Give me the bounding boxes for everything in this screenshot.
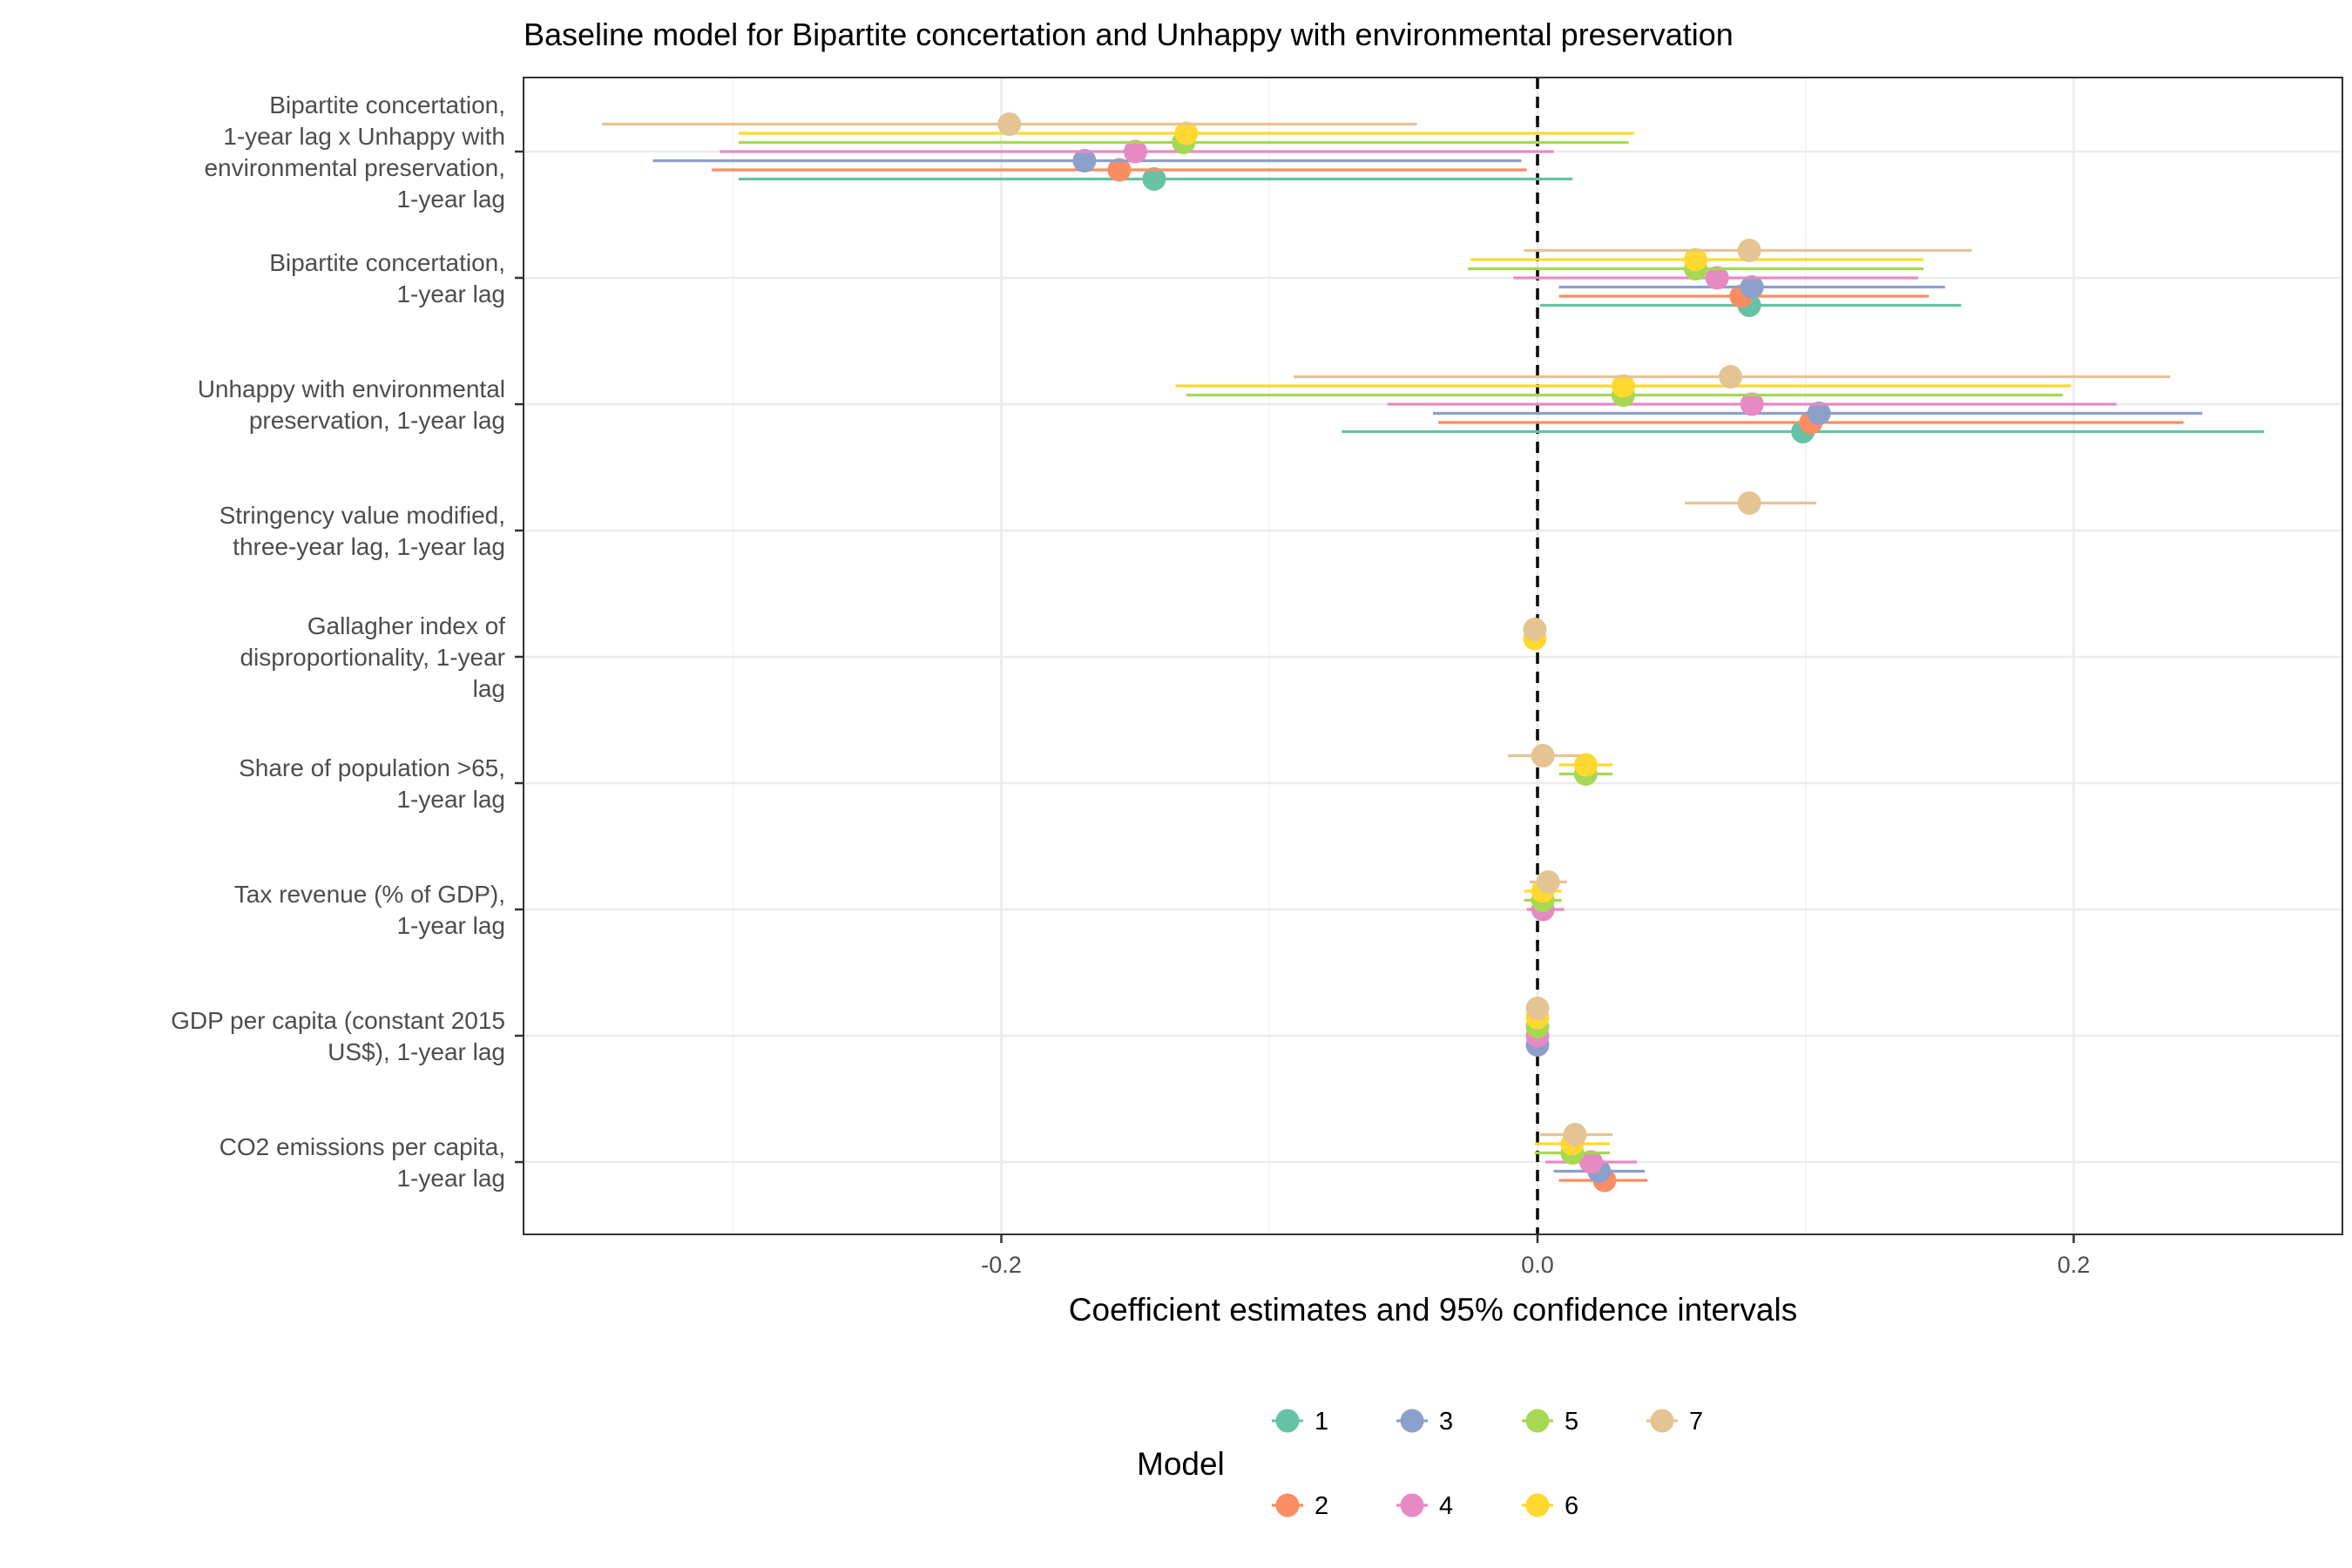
y-axis-label-8: GDP per capita (constant 2015 US$), 1-yea… [171, 1007, 505, 1065]
legend-key-point-1 [1275, 1409, 1300, 1433]
point-term1-model7 [997, 112, 1022, 136]
y-axis-label-1: Bipartite concertation, 1-year lag x Unha… [204, 91, 505, 213]
legend-label-3: 3 [1439, 1408, 1453, 1436]
point-term1-model4 [1123, 139, 1147, 164]
point-term2-model6 [1684, 247, 1708, 272]
legend-key-point-5 [1525, 1409, 1550, 1433]
point-term5-model7 [1523, 618, 1547, 641]
point-term3-model6 [1611, 374, 1635, 398]
legend-key-point-3 [1400, 1409, 1424, 1433]
x-tick-label-1: 0.0 [1521, 1252, 1554, 1278]
legend-key-point-7 [1650, 1409, 1674, 1433]
x-tick-label-2: 0.2 [2058, 1252, 2091, 1278]
y-axis-label-4: Stringency value modified, three-year lag… [220, 502, 505, 560]
y-axis-label-9: CO2 emissions per capita, 1-year lag [220, 1133, 505, 1192]
legend-item-3: 3 [1396, 1408, 1453, 1436]
legend-label-4: 4 [1439, 1492, 1453, 1520]
point-term9-model7 [1563, 1123, 1587, 1146]
legend-label-1: 1 [1315, 1408, 1328, 1436]
point-term1-model6 [1174, 121, 1199, 145]
legend-key-point-2 [1275, 1493, 1300, 1517]
legend-item-2: 2 [1272, 1492, 1328, 1520]
point-term1-model1 [1142, 167, 1166, 191]
legend-label-2: 2 [1315, 1492, 1328, 1520]
y-axis-label-7: Tax revenue (% of GDP), 1-year lag [234, 881, 505, 939]
point-term2-model3 [1740, 275, 1764, 299]
legend-item-1: 1 [1272, 1408, 1328, 1436]
chart-title: Baseline model for Bipartite concertatio… [524, 17, 1734, 52]
x-axis-title: Coefficient estimates and 95% confidence… [1069, 1292, 1797, 1328]
legend-label-6: 6 [1565, 1492, 1578, 1520]
point-term3-model7 [1719, 365, 1743, 389]
legend-item-6: 6 [1522, 1492, 1578, 1520]
y-axis-label-3: Unhappy with environmental preservation, … [198, 375, 505, 434]
y-axis-label-2: Bipartite concertation, 1-year lag [269, 249, 505, 308]
grid-layer [524, 78, 2342, 1234]
point-term3-model4 [1740, 392, 1764, 416]
legend-key-point-4 [1400, 1493, 1424, 1517]
y-axis-label-6: Share of population >65, 1-year lag [239, 754, 505, 813]
point-term1-model3 [1072, 149, 1097, 172]
point-term2-model7 [1737, 239, 1761, 262]
legend-label-5: 5 [1565, 1408, 1578, 1436]
data-layer [601, 78, 2265, 1234]
legend-item-7: 7 [1646, 1408, 1703, 1436]
legend-key-point-6 [1525, 1493, 1550, 1517]
point-term1-model2 [1107, 158, 1132, 182]
x-tick-label-0: -0.2 [981, 1252, 1022, 1278]
point-term6-model7 [1531, 744, 1555, 767]
point-term9-model4 [1579, 1150, 1604, 1174]
point-term6-model6 [1573, 753, 1598, 777]
point-term3-model3 [1807, 402, 1831, 425]
y-axis-label-5: Gallagher index of disproportionality, 1-… [240, 612, 505, 702]
point-term4-model7 [1737, 491, 1761, 515]
point-term2-model4 [1705, 266, 1729, 290]
legend-label-7: 7 [1689, 1408, 1703, 1436]
legend-item-5: 5 [1522, 1408, 1578, 1436]
point-term7-model7 [1536, 870, 1560, 894]
legend-title: Model [1137, 1446, 1225, 1482]
legend: Model 1 2 3 4 5 6 7 [1137, 1408, 1703, 1520]
point-term8-model7 [1525, 997, 1550, 1020]
legend-item-4: 4 [1396, 1492, 1453, 1520]
axis-layer: Bipartite concertation, 1-year lag x Unha… [171, 91, 2090, 1278]
